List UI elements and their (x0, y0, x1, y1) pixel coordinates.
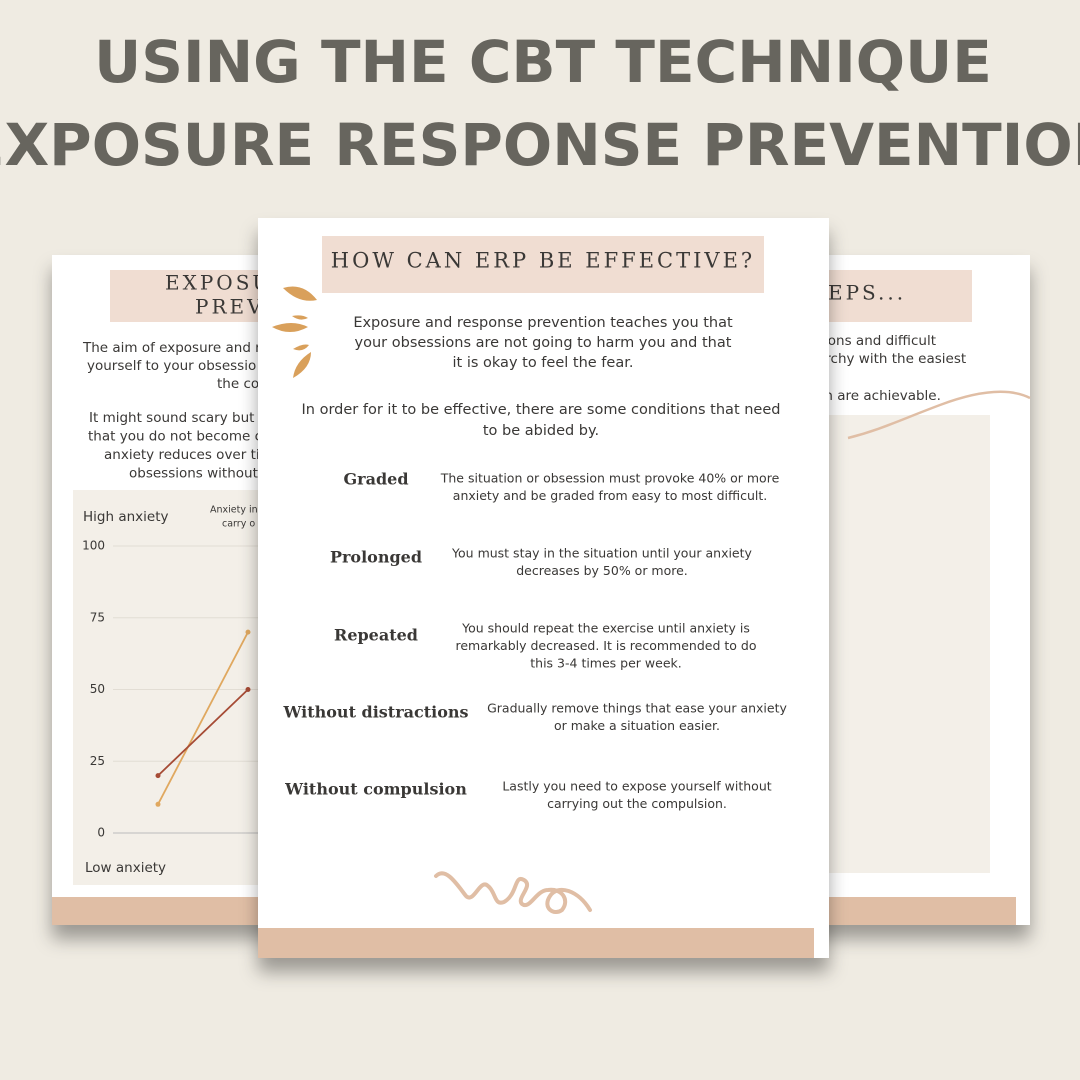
content-box (800, 415, 990, 873)
heading: PREV (195, 295, 265, 319)
condition-description: The situation or obsession must provoke … (440, 471, 780, 486)
decoration (847, 390, 1031, 440)
condition-description: Lastly you need to expose yourself witho… (502, 779, 771, 794)
y-tick-label: 50 (90, 682, 105, 696)
right-page: EPS... sions and difficult archy with the… (790, 255, 1031, 925)
sun-decoration (272, 286, 317, 378)
y-tick-label: 0 (97, 826, 105, 840)
heading: EPS... (828, 281, 906, 305)
y-tick-label: 75 (90, 610, 105, 624)
condition-description: remarkably decreased. It is recommended … (456, 638, 757, 653)
line-series (157, 688, 249, 777)
intro-line: to be abided by. (483, 423, 599, 439)
title: USING THE CBT TECHNIQUE (94, 28, 992, 96)
paragraph-line: sions and difficult (817, 333, 936, 349)
condition-term: Without compulsion (284, 780, 467, 799)
condition-description: decreases by 50% or more. (516, 563, 688, 578)
intro-line: Exposure and response prevention teaches… (353, 315, 733, 331)
footer-strip (258, 928, 814, 958)
condition-term: Prolonged (330, 548, 422, 567)
paragraph-line: The aim of exposure and r (82, 340, 261, 356)
chart-area (73, 490, 263, 885)
line-series (157, 631, 249, 805)
condition-term: Without distractions (282, 703, 468, 722)
left-page: EXPOSU PREV The aim of exposure and r you… (52, 255, 292, 925)
intro-line: it is okay to feel the fear. (453, 355, 634, 371)
axis-label: High anxiety (83, 509, 168, 525)
paragraph-line: archy with the easiest (817, 351, 966, 367)
center-page: HOW CAN ERP BE EFFECTIVE? Exposure and r… (258, 218, 829, 958)
condition-description: this 3-4 times per week. (530, 656, 681, 671)
condition-term: Graded (343, 470, 408, 489)
paragraph-line: that you do not become c (88, 429, 262, 445)
heading-box (322, 236, 764, 293)
decoration (434, 871, 592, 915)
point (155, 801, 161, 807)
condition-description: or make a situation easier. (554, 718, 720, 733)
paragraph-line: It might sound scary but (89, 410, 254, 426)
chart-note: carry o (222, 519, 255, 530)
intro-line: your obsessions are not going to harm yo… (355, 335, 732, 351)
paragraph-line: the co (217, 376, 259, 392)
paragraph-line: yourself to your obsessio (87, 358, 256, 374)
condition-description: You should repeat the exercise until anx… (461, 621, 750, 636)
condition-description: You must stay in the situation until you… (451, 546, 752, 561)
heading: EXPOSU (165, 271, 272, 295)
axis-label: Low anxiety (85, 860, 166, 876)
condition-description: Gradually remove things that ease your a… (487, 701, 787, 716)
point (245, 629, 251, 635)
paragraph-line: obsessions without (129, 466, 258, 482)
y-tick-label: 100 (82, 539, 105, 553)
paragraph-line: ch are achievable. (817, 388, 941, 404)
condition-description: carrying out the compulsion. (547, 796, 727, 811)
chart-note: Anxiety in (210, 505, 258, 516)
y-tick-label: 25 (90, 754, 105, 768)
condition-term: Repeated (334, 626, 418, 645)
intro-line: In order for it to be effective, there a… (302, 402, 781, 418)
point (155, 773, 161, 779)
condition-description: anxiety and be graded from easy to most … (453, 488, 767, 503)
heading: HOW CAN ERP BE EFFECTIVE? (331, 249, 755, 273)
title: EXPOSURE RESPONSE PREVENTION (0, 111, 1080, 179)
footer-strip (800, 897, 1016, 925)
paragraph-line: anxiety reduces over ti (104, 447, 260, 463)
sheet (258, 218, 829, 958)
point (245, 687, 251, 692)
footer-strip (52, 897, 292, 925)
